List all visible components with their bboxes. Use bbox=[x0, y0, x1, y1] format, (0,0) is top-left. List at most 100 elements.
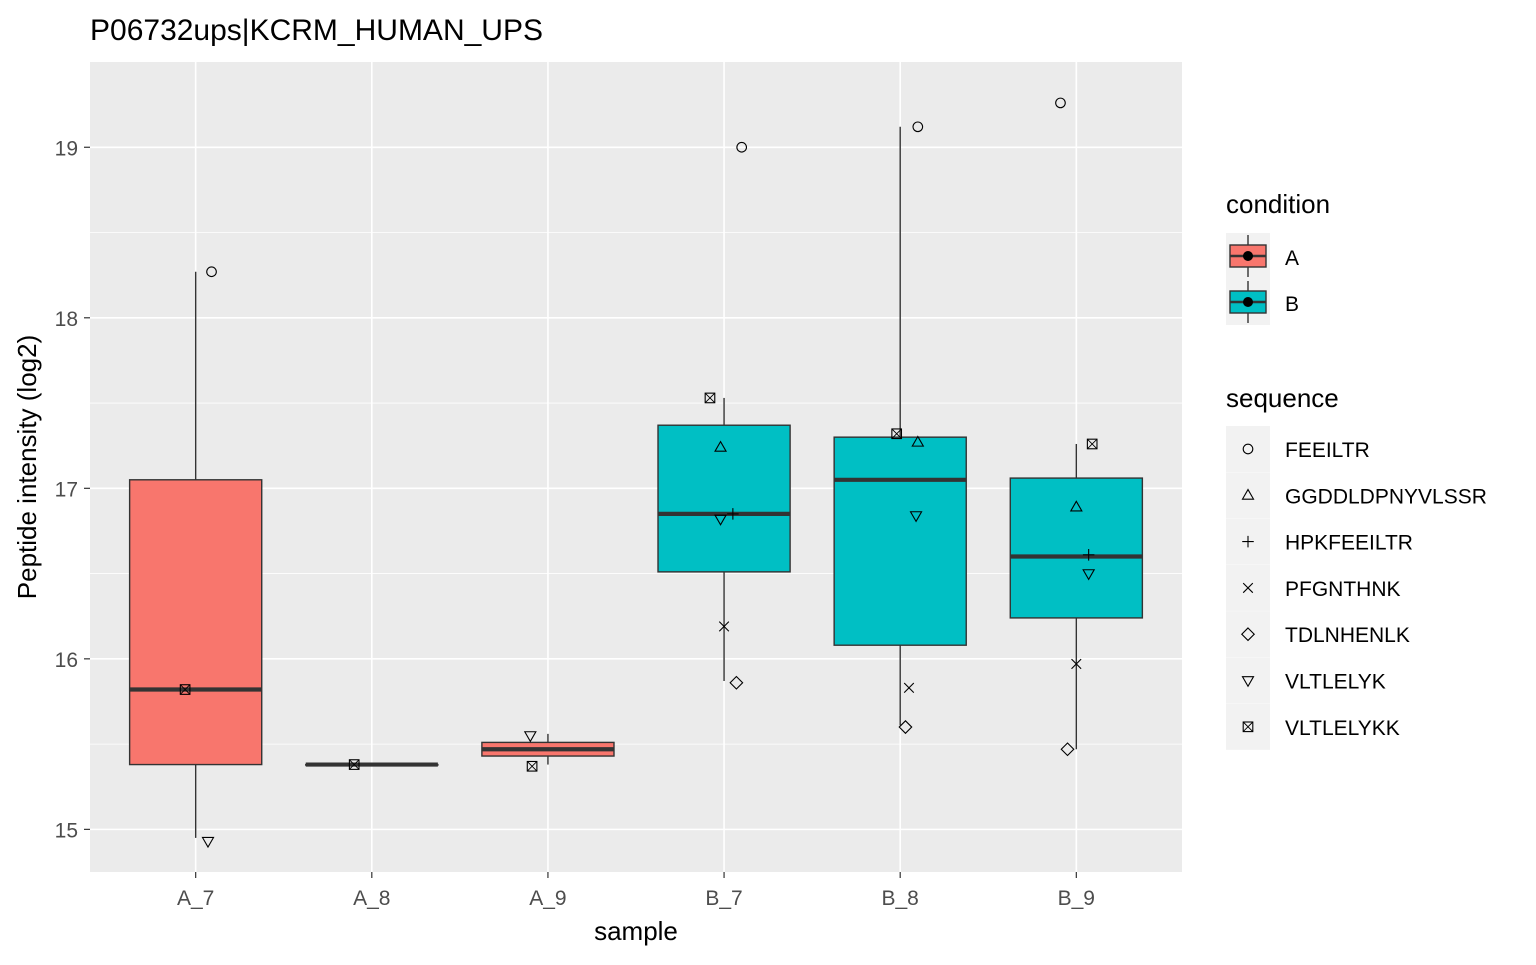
x-tick-label: B_7 bbox=[705, 887, 742, 910]
point-B_8-mark bbox=[912, 121, 924, 133]
box-body bbox=[833, 436, 967, 646]
legend-sequence-key: GGDDLDPNYVLSSR bbox=[1226, 472, 1487, 519]
point-B_9 bbox=[1082, 549, 1095, 561]
point-B_8-mark bbox=[903, 682, 915, 694]
point-B_7-mark bbox=[714, 440, 728, 452]
y-tick-label: 15 bbox=[55, 819, 78, 842]
points-layer bbox=[179, 97, 1098, 849]
point-B_8-mark bbox=[909, 511, 923, 523]
legend-key-dot bbox=[1243, 251, 1253, 261]
point-B_7 bbox=[736, 141, 748, 153]
legend-sequence-key: PFGNTHNK bbox=[1226, 564, 1401, 611]
box-B_7 bbox=[657, 397, 791, 682]
legend-key-background bbox=[1226, 611, 1270, 658]
legend-shape-cross-mark bbox=[1242, 582, 1254, 594]
point-B_7 bbox=[729, 675, 744, 690]
point-B_7-mark bbox=[727, 508, 739, 520]
legend-condition: condition AB bbox=[1226, 189, 1330, 325]
box-A_7 bbox=[128, 271, 263, 838]
point-B_7-mark bbox=[714, 514, 728, 526]
legend-sequence-key: VLTLELYKK bbox=[1226, 703, 1400, 750]
point-A_8 bbox=[348, 759, 360, 770]
y-axis-title: Peptide intensity (log2) bbox=[12, 335, 42, 599]
legend-sequence-label: TDLNHENLK bbox=[1285, 624, 1410, 647]
legend-shape-square-cross-mark-x bbox=[1242, 721, 1254, 732]
box-body bbox=[1009, 477, 1144, 619]
point-B_9-mark bbox=[1082, 549, 1095, 561]
point-A_7 bbox=[179, 684, 191, 695]
point-B_9-mark bbox=[1055, 97, 1066, 109]
point-B_8 bbox=[909, 511, 923, 523]
y-tick-label: 19 bbox=[55, 137, 78, 160]
plot-panel bbox=[90, 62, 1182, 872]
point-A_9-mark bbox=[526, 760, 538, 772]
legend-sequence-label: HPKFEEILTR bbox=[1285, 532, 1413, 555]
legend-sequence-key: VLTLELYK bbox=[1226, 657, 1386, 704]
point-A_9-mark-x bbox=[526, 761, 538, 772]
point-B_9-mark bbox=[1069, 500, 1083, 512]
x-axis-title: sample bbox=[594, 916, 678, 946]
point-B_7-mark-x bbox=[704, 392, 716, 404]
legend-sequence-key: TDLNHENLK bbox=[1226, 611, 1410, 658]
point-A_7-mark bbox=[206, 266, 217, 278]
legend-condition-label: B bbox=[1285, 293, 1299, 316]
point-B_8 bbox=[912, 121, 924, 133]
point-B_8 bbox=[898, 720, 913, 735]
box-A_8 bbox=[305, 762, 439, 767]
legend-condition-title: condition bbox=[1226, 189, 1330, 219]
point-A_9-mark bbox=[523, 731, 537, 743]
point-B_8-mark-x bbox=[891, 428, 902, 439]
point-B_9-mark bbox=[1060, 742, 1075, 757]
legend-shape-triangle-down bbox=[1241, 676, 1255, 688]
box-body bbox=[128, 479, 263, 766]
point-B_8 bbox=[903, 682, 915, 694]
x-axis: A_7 A_8 A_9 B_7 B_8 B_9 bbox=[177, 872, 1095, 910]
point-B_8 bbox=[891, 428, 903, 440]
chart-title: P06732ups|KCRM_HUMAN_UPS bbox=[90, 14, 543, 47]
point-A_9 bbox=[523, 731, 537, 743]
point-A_8-mark-x bbox=[349, 759, 360, 770]
point-A_7 bbox=[206, 266, 217, 278]
legend-shape-triangle-mark bbox=[1241, 488, 1255, 500]
point-A_7-mark bbox=[179, 684, 191, 695]
point-B_8-mark bbox=[911, 435, 925, 447]
point-B_9 bbox=[1055, 97, 1066, 109]
point-B_7 bbox=[704, 392, 716, 404]
point-B_7 bbox=[714, 440, 728, 452]
point-B_9-mark bbox=[1086, 438, 1098, 450]
point-B_7 bbox=[718, 621, 730, 632]
point-B_8-mark bbox=[891, 428, 903, 440]
boxes-layer bbox=[128, 126, 1144, 838]
point-B_7-mark bbox=[704, 392, 716, 404]
legend-shape-diamond-mark bbox=[1240, 627, 1256, 642]
legend-key-background bbox=[1226, 657, 1270, 704]
legend-shape-circle-mark bbox=[1242, 443, 1254, 455]
y-tick-label: 17 bbox=[55, 478, 78, 501]
point-B_9 bbox=[1086, 438, 1098, 450]
point-B_8-mark bbox=[898, 720, 913, 735]
box-A_9 bbox=[481, 733, 615, 765]
legend-shape-plus-mark bbox=[1242, 535, 1254, 548]
point-B_9 bbox=[1082, 569, 1096, 581]
x-tick-label: B_9 bbox=[1058, 887, 1095, 910]
legend-sequence-label: VLTLELYKK bbox=[1285, 717, 1400, 740]
point-B_9 bbox=[1069, 500, 1083, 512]
legend-sequence: sequence FEEILTR GGDDLDPNYVLSSR HPKFEEILTR… bbox=[1226, 383, 1487, 750]
legend-condition-key: A bbox=[1226, 233, 1299, 279]
legend-sequence-label: VLTLELYK bbox=[1285, 671, 1386, 694]
legend-shape-triangle bbox=[1241, 488, 1255, 500]
legend-sequence-title: sequence bbox=[1226, 383, 1339, 413]
legend-key-background bbox=[1226, 426, 1270, 472]
point-B_9-mark bbox=[1071, 658, 1082, 670]
point-B_7-mark bbox=[718, 621, 730, 632]
y-tick-label: 18 bbox=[55, 308, 78, 331]
legend-shape-diamond bbox=[1240, 627, 1256, 642]
point-B_9-mark bbox=[1082, 569, 1096, 581]
legend-sequence-label: GGDDLDPNYVLSSR bbox=[1285, 485, 1487, 508]
legend-sequence-key: FEEILTR bbox=[1226, 426, 1370, 472]
point-B_7 bbox=[714, 514, 728, 526]
legend-shape-circle bbox=[1242, 443, 1254, 455]
point-B_8 bbox=[911, 435, 925, 447]
legend-key-background bbox=[1226, 472, 1270, 519]
